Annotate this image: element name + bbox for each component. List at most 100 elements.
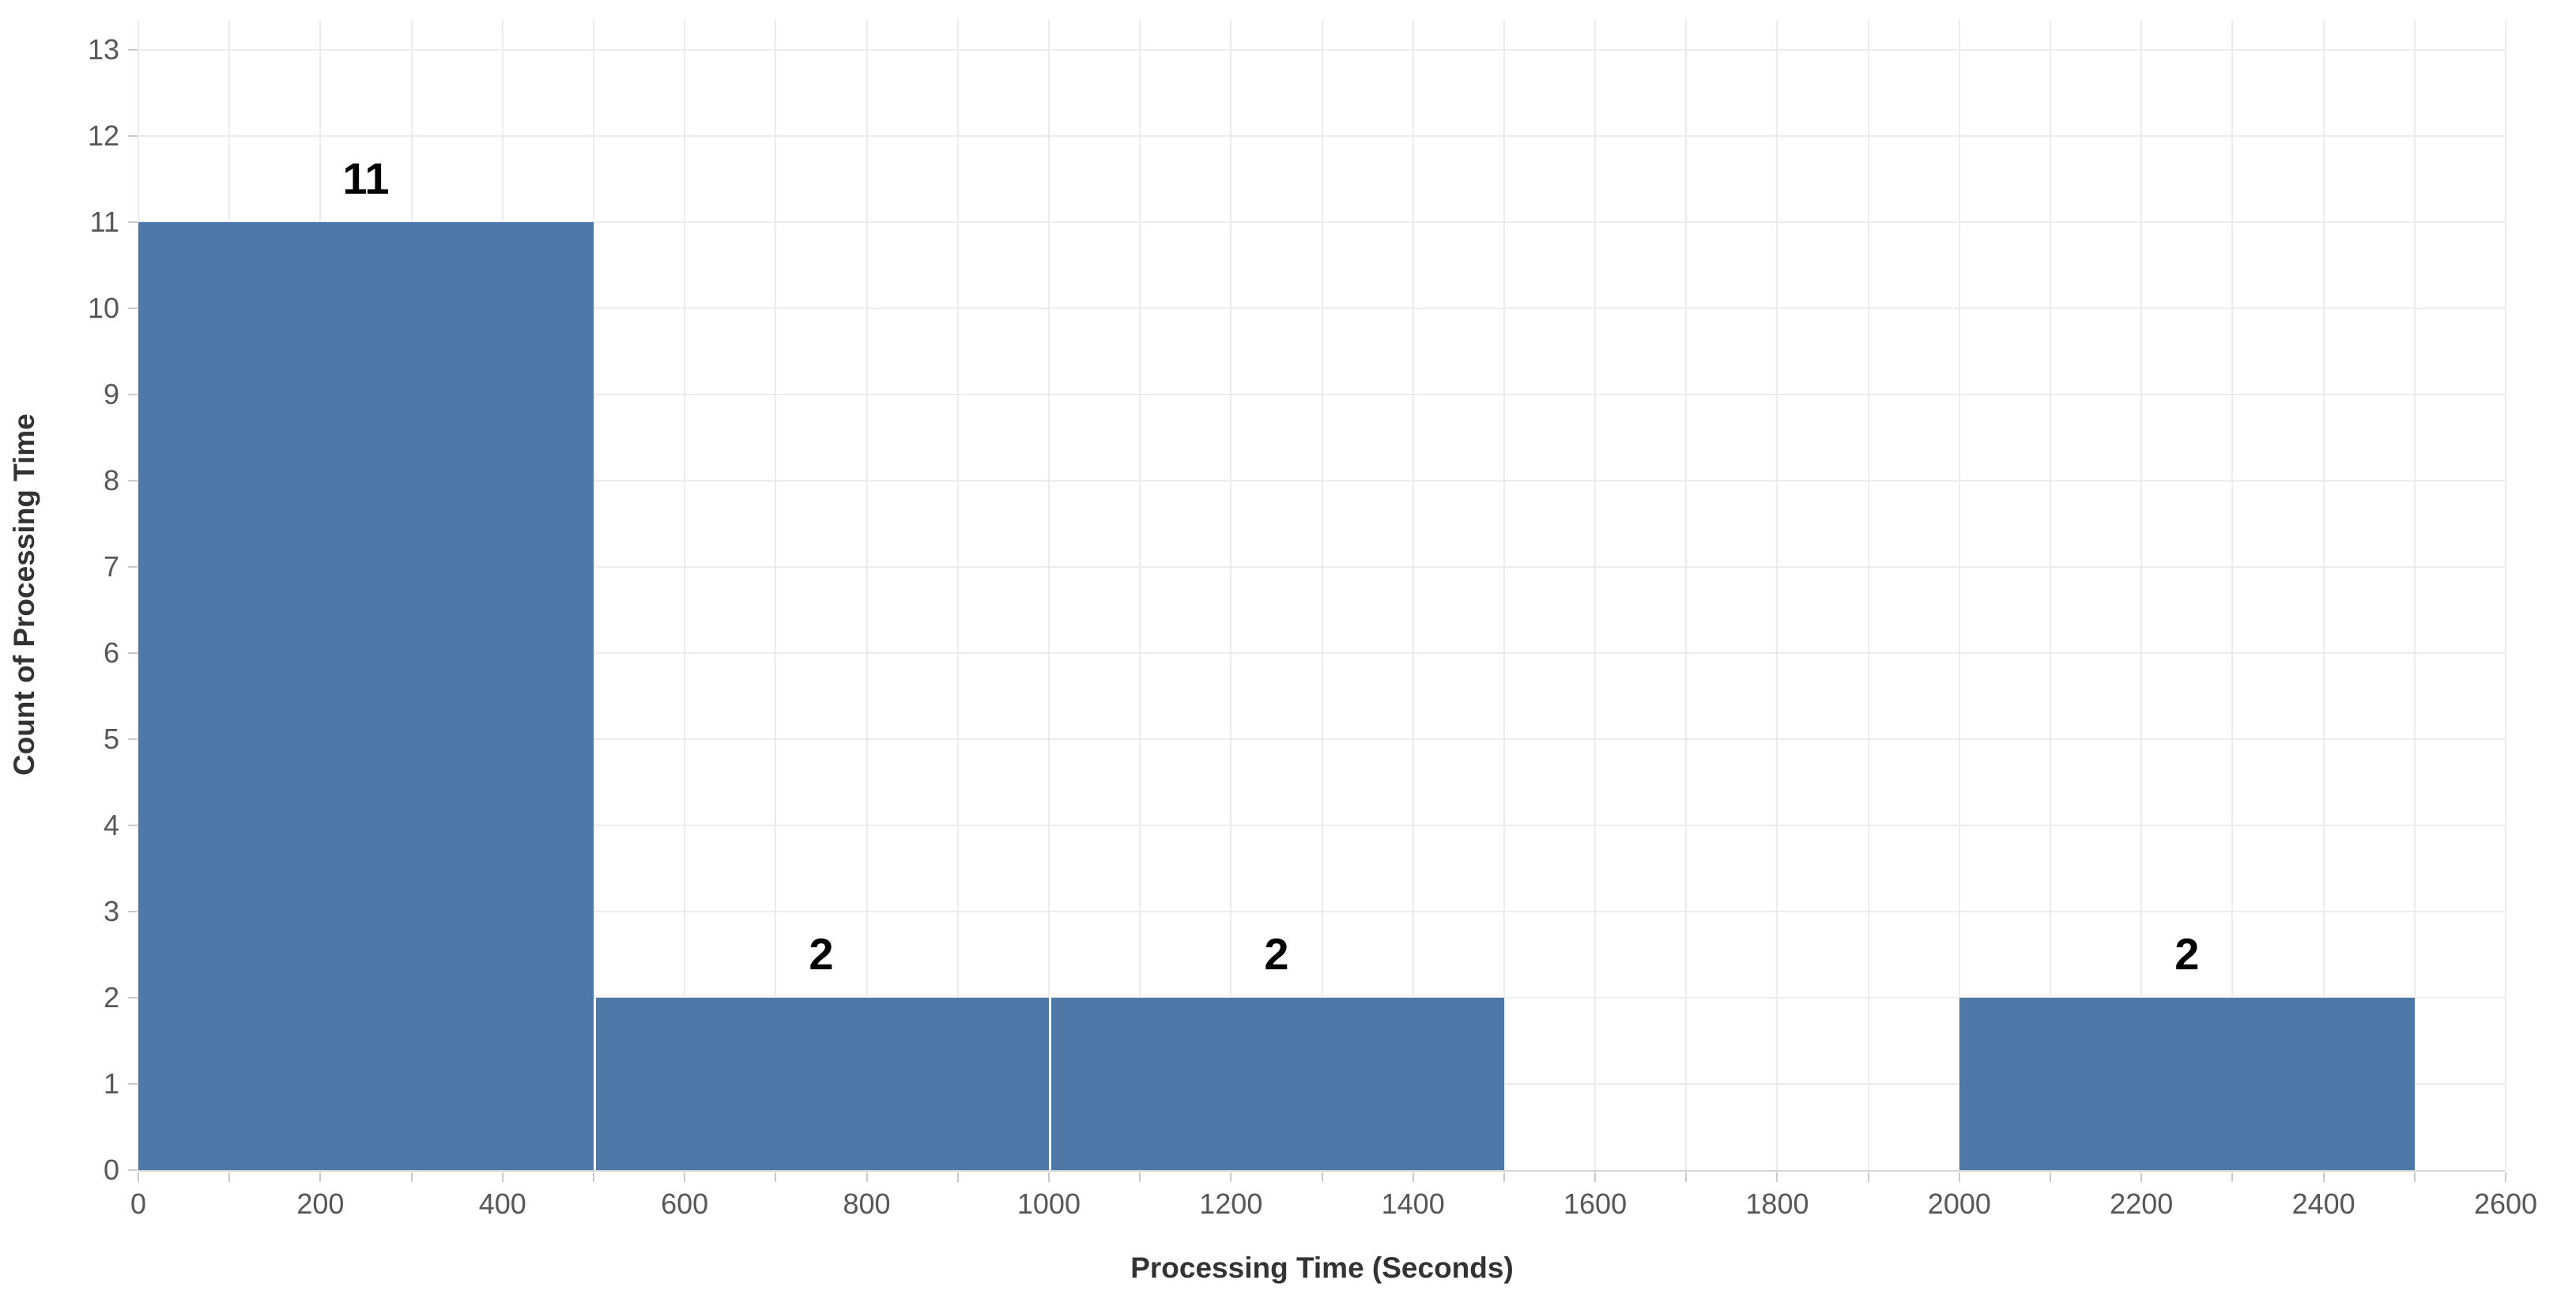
y-tick-label: 6 [103, 636, 119, 669]
x-gridline [1139, 20, 1141, 1170]
y-tick-label: 12 [87, 119, 119, 152]
x-tick-mark [866, 1172, 868, 1182]
x-tick-mark [2050, 1172, 2052, 1182]
x-tick-label: 1600 [1563, 1188, 1627, 1220]
x-gridline [1685, 20, 1688, 1170]
x-tick-mark [1047, 1172, 1050, 1182]
x-tick-mark [592, 1172, 594, 1182]
y-tick-label: 9 [103, 378, 119, 410]
x-tick-label: 2600 [2473, 1188, 2538, 1220]
bar-value-label: 2 [809, 929, 834, 979]
histogram-bar[interactable] [1959, 998, 2415, 1170]
x-gridline [1503, 20, 1505, 1170]
y-tick-mark [128, 49, 138, 51]
x-gridline [866, 20, 868, 1170]
x-gridline [1776, 20, 1778, 1170]
y-tick-mark [128, 652, 138, 654]
x-tick-label: 2400 [2291, 1188, 2355, 1220]
y-tick-label: 3 [103, 895, 119, 927]
bar-value-label: 2 [2174, 929, 2200, 979]
x-tick-mark [501, 1172, 504, 1182]
x-tick-mark [2413, 1172, 2416, 1182]
y-tick-mark [128, 221, 138, 223]
x-gridline [1412, 20, 1414, 1170]
x-gridline [1321, 20, 1323, 1170]
y-axis-title: Count of Processing Time [8, 413, 40, 776]
x-gridline [684, 20, 686, 1170]
x-tick-mark [1321, 1172, 1323, 1182]
y-tick-label: 13 [87, 33, 119, 66]
y-tick-label: 10 [87, 292, 119, 324]
x-tick-mark [684, 1172, 686, 1182]
x-axis-line [138, 1170, 2506, 1172]
x-gridline [2505, 20, 2506, 1170]
x-gridline [2322, 20, 2325, 1170]
x-tick-label: 200 [296, 1188, 345, 1220]
bar-value-label: 11 [342, 153, 390, 203]
x-gridline [775, 20, 777, 1170]
y-tick-mark [128, 394, 138, 395]
histogram-bar[interactable] [593, 998, 1049, 1170]
x-gridline [1047, 20, 1050, 1170]
x-tick-label: 2200 [2110, 1188, 2174, 1220]
x-gridline [592, 20, 594, 1170]
y-tick-mark [128, 308, 138, 309]
x-tick-label: 1200 [1199, 1188, 1263, 1220]
x-tick-label: 800 [843, 1188, 891, 1220]
y-tick-mark [128, 135, 138, 137]
y-tick-label: 1 [103, 1067, 119, 1100]
x-tick-mark [2231, 1172, 2234, 1182]
x-tick-mark [410, 1172, 413, 1182]
y-tick-label: 4 [103, 809, 119, 841]
y-tick-mark [128, 911, 138, 912]
x-tick-label: 1400 [1381, 1188, 1445, 1220]
x-tick-label: 400 [478, 1188, 526, 1220]
y-tick-label: 7 [103, 550, 119, 583]
y-tick-label: 11 [89, 206, 119, 238]
y-tick-mark [128, 738, 138, 740]
y-tick-label: 0 [103, 1154, 119, 1186]
x-tick-mark [1503, 1172, 1505, 1182]
x-tick-label: 600 [661, 1188, 709, 1220]
x-tick-mark [319, 1172, 322, 1182]
y-tick-mark [128, 997, 138, 999]
y-tick-mark [128, 825, 138, 826]
x-gridline [1958, 20, 1960, 1170]
histogram-bar[interactable] [138, 222, 594, 1170]
y-tick-mark [128, 1083, 138, 1085]
x-tick-mark [2322, 1172, 2325, 1182]
y-tick-mark [128, 480, 138, 481]
histogram-bar[interactable] [1048, 998, 1504, 1170]
x-tick-mark [956, 1172, 959, 1182]
x-tick-mark [138, 1172, 139, 1182]
x-gridline [1867, 20, 1869, 1170]
x-tick-label: 0 [130, 1188, 147, 1220]
x-tick-mark [228, 1172, 231, 1182]
x-gridline [1594, 20, 1597, 1170]
x-tick-mark [1230, 1172, 1232, 1182]
x-tick-mark [1958, 1172, 1960, 1182]
y-tick-mark [128, 1169, 138, 1171]
x-tick-label: 1800 [1745, 1188, 1809, 1220]
x-tick-label: 2000 [1927, 1188, 1991, 1220]
x-tick-mark [1867, 1172, 1869, 1182]
x-gridline [2140, 20, 2143, 1170]
x-tick-mark [2140, 1172, 2143, 1182]
x-gridline [2231, 20, 2234, 1170]
x-tick-mark [2505, 1172, 2506, 1182]
x-tick-mark [775, 1172, 777, 1182]
x-tick-mark [1776, 1172, 1778, 1182]
x-tick-label: 1000 [1016, 1188, 1081, 1220]
y-tick-label: 2 [103, 981, 119, 1014]
x-tick-mark [1139, 1172, 1141, 1182]
y-tick-label: 8 [103, 464, 119, 497]
x-gridline [2050, 20, 2052, 1170]
y-tick-label: 5 [103, 723, 119, 755]
x-gridline [956, 20, 959, 1170]
x-gridline [2413, 20, 2416, 1170]
x-gridline [1230, 20, 1232, 1170]
bar-value-label: 2 [1264, 929, 1289, 979]
y-tick-mark [128, 566, 138, 568]
x-tick-mark [1594, 1172, 1597, 1182]
